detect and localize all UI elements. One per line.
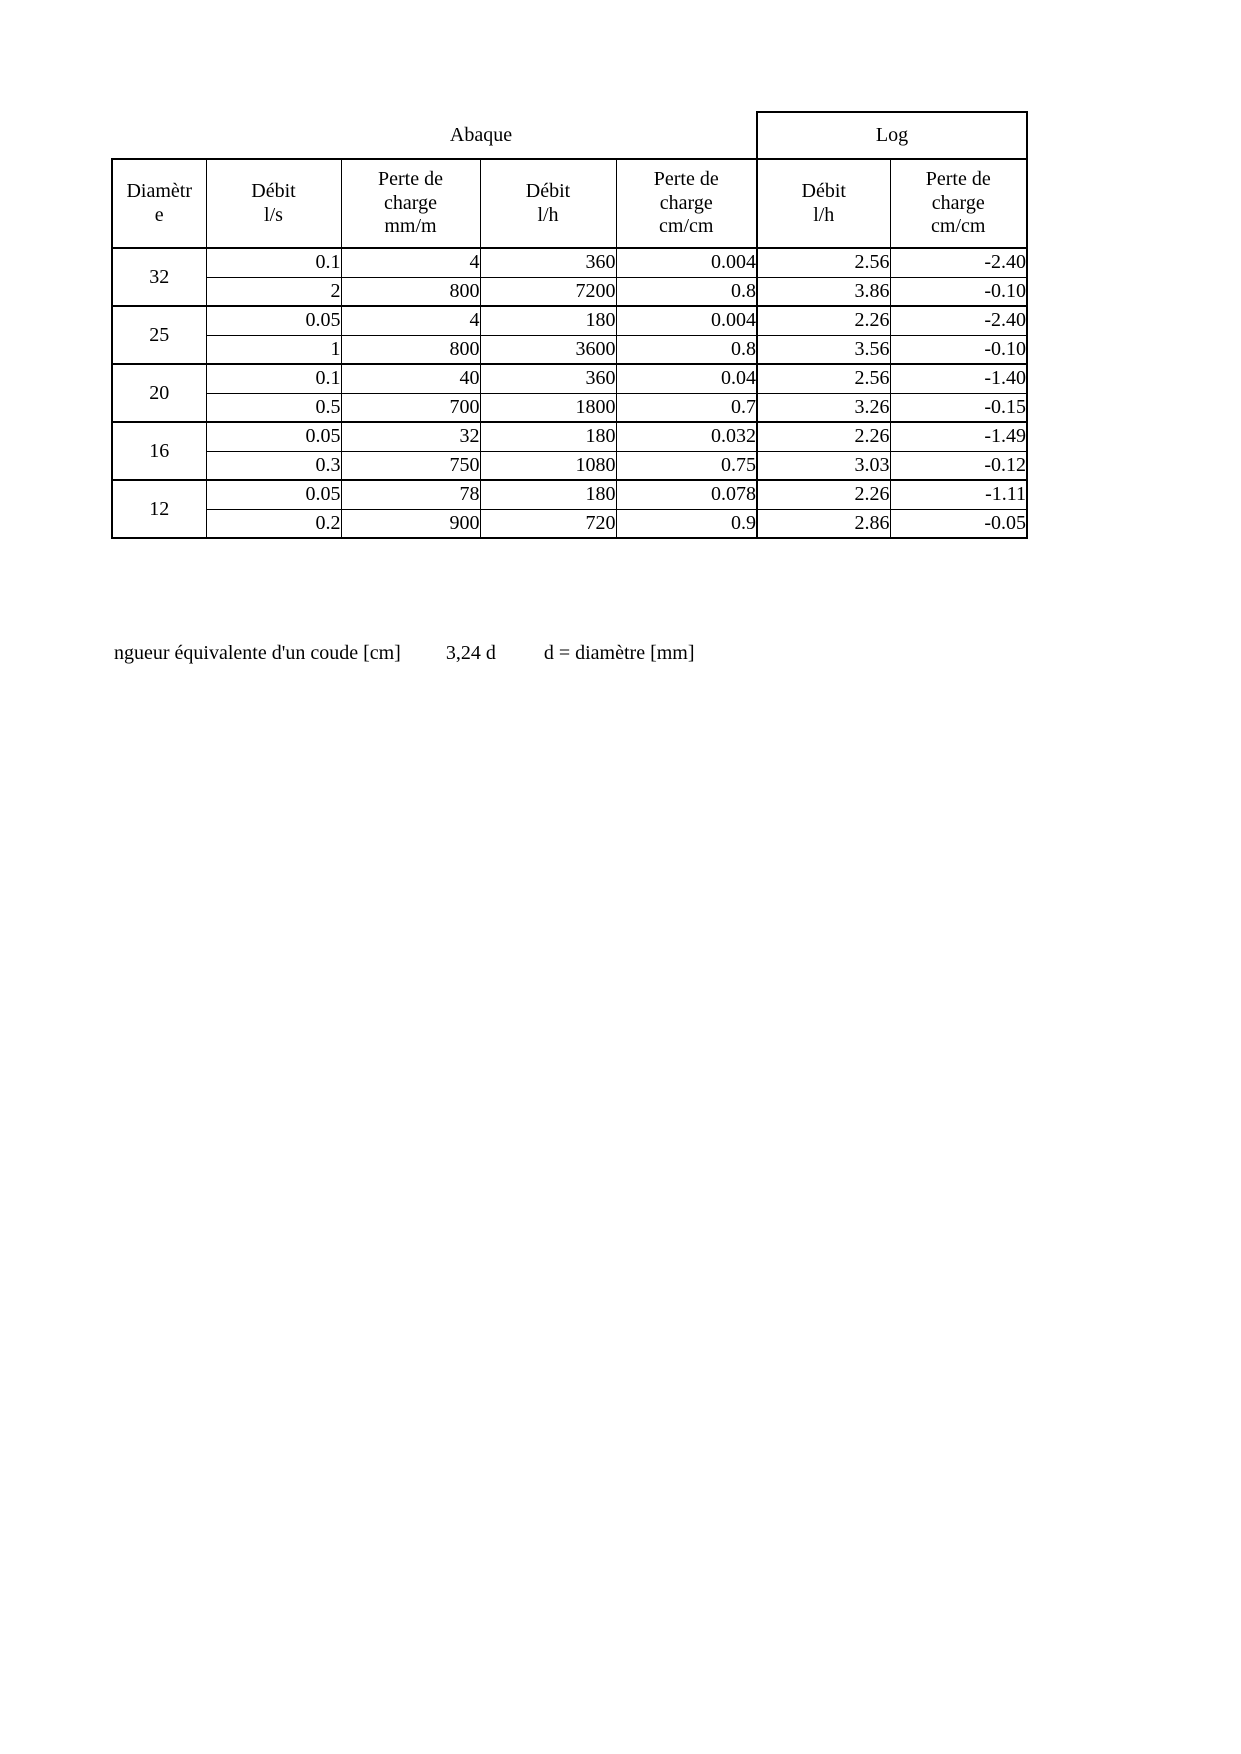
cell-debit-lh: 180 <box>479 479 617 510</box>
table-row: 32 0.1 4 360 0.004 2.56 -2.40 <box>111 247 1028 307</box>
cell-debit-ls: 0.1 <box>205 247 342 278</box>
cell-perte-cmcm: 0.004 <box>615 305 758 336</box>
cell-perte-cmcm: 0.04 <box>615 363 758 394</box>
cell-diameter: 16 <box>111 421 207 481</box>
cell-perte-cmcm: 0.004 <box>615 247 758 278</box>
table-row: 1 800 3600 0.8 3.56 -0.10 <box>112 334 1028 365</box>
cell-log-debit: 3.56 <box>756 334 891 365</box>
elbow-equivalent-length-label: ngueur équivalente d'un coude [cm] <box>114 642 401 664</box>
cell-log-perte: -2.40 <box>889 247 1028 278</box>
cell-log-debit: 2.86 <box>756 508 891 539</box>
cell-debit-ls: 0.2 <box>205 508 342 539</box>
cell-debit-ls: 1 <box>205 334 342 365</box>
cell-debit-lh: 1800 <box>479 392 617 423</box>
cell-log-debit: 3.86 <box>756 276 891 307</box>
cell-log-perte: -0.15 <box>889 392 1028 423</box>
elbow-formula-value: 3,24 d <box>445 642 496 664</box>
cell-debit-lh: 720 <box>479 508 617 539</box>
diameter-definition-note: d = diamètre [mm] <box>543 642 695 664</box>
abaque-sheet: Abaque Log Diamètr e Débit l/s Perte de … <box>111 111 1028 539</box>
cell-debit-ls: 0.05 <box>205 421 342 452</box>
cell-debit-lh: 360 <box>479 363 617 394</box>
blank-cell <box>112 112 206 159</box>
cell-debit-lh: 180 <box>479 421 617 452</box>
header-log-perte-cmcm: Perte de charge cm/cm <box>889 158 1028 249</box>
cell-log-perte: -1.11 <box>889 479 1028 510</box>
abaque-log-table: Abaque Log Diamètr e Débit l/s Perte de … <box>111 111 1028 539</box>
cell-debit-ls: 0.05 <box>205 305 342 336</box>
cell-diameter: 20 <box>111 363 207 423</box>
table-row: 0.3 750 1080 0.75 3.03 -0.12 <box>112 450 1028 481</box>
header-perte-mmm: Perte de charge mm/m <box>340 158 481 249</box>
header-perte-cmcm: Perte de charge cm/cm <box>615 158 758 249</box>
table-row: 20 0.1 40 360 0.04 2.56 -1.40 <box>111 363 1028 423</box>
header-debit-lh: Débit l/h <box>479 158 617 249</box>
cell-log-debit: 3.03 <box>756 450 891 481</box>
cell-perte-cmcm: 0.7 <box>615 392 758 423</box>
cell-perte-cmcm: 0.032 <box>615 421 758 452</box>
table-row: 0.2 900 720 0.9 2.86 -0.05 <box>112 508 1028 539</box>
cell-perte-mmm: 40 <box>340 363 481 394</box>
header-diameter: Diamètr e <box>111 158 207 249</box>
cell-perte-cmcm: 0.9 <box>615 508 758 539</box>
cell-log-debit: 2.26 <box>756 421 891 452</box>
cell-log-perte: -0.05 <box>889 508 1028 539</box>
cell-log-debit: 2.56 <box>756 363 891 394</box>
log-title: Log <box>756 111 1028 159</box>
cell-log-perte: -1.49 <box>889 421 1028 452</box>
abaque-title: Abaque <box>449 123 513 146</box>
cell-perte-mmm: 800 <box>340 334 481 365</box>
cell-log-perte: -0.10 <box>889 334 1028 365</box>
cell-perte-mmm: 4 <box>340 247 481 278</box>
title-row: Abaque Log <box>112 111 1028 159</box>
cell-perte-mmm: 700 <box>340 392 481 423</box>
header-log-debit-lh: Débit l/h <box>756 158 891 249</box>
cell-debit-ls: 0.05 <box>205 479 342 510</box>
cell-debit-ls: 0.5 <box>205 392 342 423</box>
cell-debit-ls: 0.3 <box>205 450 342 481</box>
cell-log-debit: 2.56 <box>756 247 891 278</box>
cell-log-perte: -0.10 <box>889 276 1028 307</box>
header-row: Diamètr e Débit l/s Perte de charge mm/m… <box>111 158 1028 249</box>
cell-perte-mmm: 78 <box>340 479 481 510</box>
header-debit-ls: Débit l/s <box>205 158 342 249</box>
cell-perte-mmm: 750 <box>340 450 481 481</box>
cell-perte-cmcm: 0.8 <box>615 334 758 365</box>
cell-perte-cmcm: 0.75 <box>615 450 758 481</box>
cell-log-perte: -1.40 <box>889 363 1028 394</box>
cell-log-debit: 2.26 <box>756 479 891 510</box>
cell-debit-lh: 3600 <box>479 334 617 365</box>
cell-perte-mmm: 900 <box>340 508 481 539</box>
table-row: 16 0.05 32 180 0.032 2.26 -1.49 <box>111 421 1028 481</box>
cell-log-debit: 2.26 <box>756 305 891 336</box>
cell-diameter: 12 <box>111 479 207 539</box>
cell-log-perte: -2.40 <box>889 305 1028 336</box>
table-row: 25 0.05 4 180 0.004 2.26 -2.40 <box>111 305 1028 365</box>
footer-note-line: ngueur équivalente d'un coude [cm] 3,24 … <box>114 642 695 665</box>
cell-debit-lh: 360 <box>479 247 617 278</box>
cell-log-perte: -0.12 <box>889 450 1028 481</box>
table-row: 12 0.05 78 180 0.078 2.26 -1.11 <box>111 479 1028 539</box>
cell-perte-cmcm: 0.078 <box>615 479 758 510</box>
cell-debit-ls: 0.1 <box>205 363 342 394</box>
table-row: 0.5 700 1800 0.7 3.26 -0.15 <box>112 392 1028 423</box>
cell-log-debit: 3.26 <box>756 392 891 423</box>
cell-perte-mmm: 32 <box>340 421 481 452</box>
table-row: 2 800 7200 0.8 3.86 -0.10 <box>112 276 1028 307</box>
cell-debit-ls: 2 <box>205 276 342 307</box>
cell-perte-cmcm: 0.8 <box>615 276 758 307</box>
cell-perte-mmm: 800 <box>340 276 481 307</box>
cell-diameter: 32 <box>111 247 207 307</box>
cell-debit-lh: 7200 <box>479 276 617 307</box>
cell-perte-mmm: 4 <box>340 305 481 336</box>
cell-diameter: 25 <box>111 305 207 365</box>
cell-debit-lh: 1080 <box>479 450 617 481</box>
cell-debit-lh: 180 <box>479 305 617 336</box>
